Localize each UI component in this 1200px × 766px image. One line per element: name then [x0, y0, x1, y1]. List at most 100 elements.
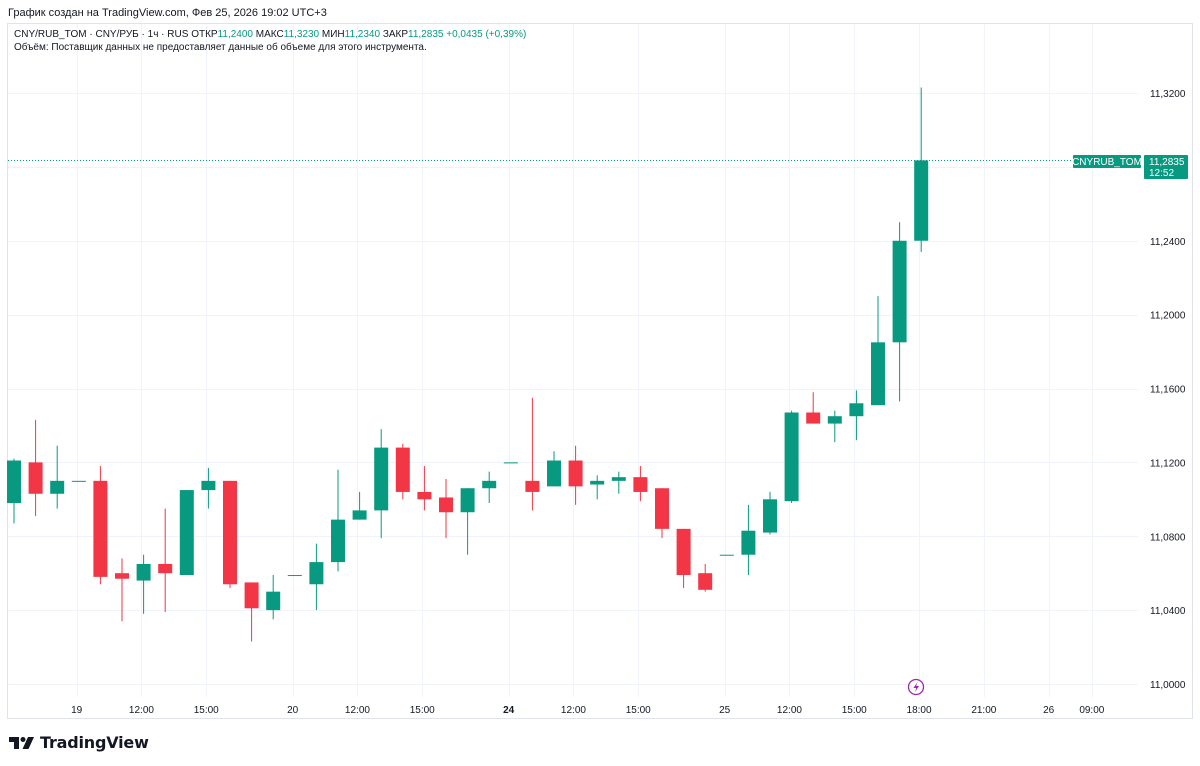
candle-body	[698, 573, 713, 590]
candle-body	[568, 460, 583, 487]
candle-body	[914, 160, 929, 241]
chart-caption: График создан на TradingView.com, Фев 25…	[8, 7, 327, 19]
candle	[374, 429, 389, 539]
x-tick-label: 15:00	[842, 705, 867, 716]
candle-body	[439, 497, 453, 513]
x-tick-label: 18:00	[907, 705, 932, 716]
candle	[439, 478, 453, 539]
candle	[287, 575, 302, 577]
candle	[417, 466, 432, 511]
candle-body	[158, 563, 173, 574]
candle-body	[71, 480, 86, 482]
candle	[892, 222, 907, 402]
candle-body	[28, 462, 43, 494]
x-tick-label: 12:00	[129, 705, 154, 716]
x-tick-label: 12:00	[561, 705, 586, 716]
tradingview-logo[interactable]: TradingView	[9, 733, 149, 752]
candle-body	[287, 575, 302, 577]
candle	[849, 390, 864, 441]
candle	[611, 471, 626, 494]
candle	[698, 563, 713, 592]
candle	[719, 554, 734, 556]
last-price-tag: CNYRUB_TOM 11,2835 12:52	[1072, 155, 1188, 179]
candle-body	[223, 480, 237, 585]
symbol-name[interactable]: CNY/RUB_TOM · CNY/РУБ · 1ч · RUS	[14, 29, 189, 40]
x-tick-label: 25	[719, 705, 731, 716]
candle	[525, 397, 540, 511]
x-tick-label: 19	[71, 705, 83, 716]
x-tick-label: 24	[503, 705, 515, 716]
lightning-icon[interactable]	[907, 678, 925, 696]
candle-body	[50, 480, 65, 494]
y-tick-label: 11,0000	[1150, 680, 1186, 691]
candle	[115, 558, 129, 622]
candle-body	[482, 480, 497, 489]
candle-body	[331, 519, 345, 563]
candle	[482, 471, 497, 504]
time-axis[interactable]: 19 12:00 15:00 20 12:00 15:00 24 12:00 15:00 25 12…	[71, 705, 1105, 716]
candle-body	[179, 490, 194, 576]
x-tick-label: 15:00	[194, 705, 219, 716]
close-label: ЗАКР	[382, 29, 409, 40]
candle-body	[590, 480, 605, 485]
candle-body	[633, 477, 648, 492]
close-value: 11,2835	[408, 29, 444, 40]
candle	[914, 87, 929, 252]
x-tick-label: 21:00	[971, 705, 996, 716]
ticker-tag-label: CNYRUB_TOM	[1072, 157, 1142, 168]
candle	[266, 575, 281, 620]
open-value: 11,2400	[217, 29, 253, 40]
x-tick-label: 15:00	[626, 705, 651, 716]
candle-body	[892, 240, 907, 343]
candle	[460, 488, 475, 555]
candle	[590, 475, 605, 500]
candle-body	[7, 460, 21, 504]
candle-body	[417, 491, 432, 500]
ticker-tag-bg	[1073, 155, 1141, 168]
x-tick-label: 12:00	[777, 705, 802, 716]
candle-body	[741, 530, 756, 555]
candle-body	[763, 499, 777, 533]
y-tick-label: 11,1600	[1150, 385, 1186, 396]
symbol-legend: CNY/RUB_TOM · CNY/РУБ · 1ч · RUS ОТКР11,…	[14, 28, 526, 42]
candle	[71, 480, 86, 482]
price-tag-value: 11,2835	[1149, 157, 1185, 168]
change-value: +0,0435 (+0,39%)	[446, 29, 527, 40]
candles-group	[7, 87, 929, 642]
y-tick-label: 11,0400	[1150, 606, 1186, 617]
candle-body	[395, 447, 410, 492]
candle	[7, 458, 21, 524]
candle-body	[719, 554, 734, 556]
candle	[503, 462, 518, 464]
candle-body	[460, 488, 475, 513]
candle-body	[136, 563, 151, 581]
candle	[331, 469, 345, 572]
volume-note: Объём: Поставщик данных не предоставляет…	[14, 42, 427, 53]
candle-body	[525, 480, 540, 492]
y-tick-label: 11,3200	[1150, 89, 1186, 100]
candle	[136, 554, 151, 614]
candle-body	[871, 342, 885, 406]
low-label: МИН	[321, 29, 345, 40]
x-tick-label: 09:00	[1079, 705, 1104, 716]
y-tick-label: 11,2400	[1150, 237, 1186, 248]
candle-body	[374, 447, 389, 511]
chart-panel[interactable]	[7, 23, 1193, 719]
candle	[806, 392, 821, 424]
candle	[547, 451, 561, 487]
candle	[568, 445, 583, 505]
candle	[223, 480, 237, 588]
candle	[633, 466, 648, 502]
candle	[201, 467, 216, 509]
candle-body	[115, 573, 129, 579]
high-label: МАКС	[255, 29, 284, 40]
candle-body	[244, 582, 259, 609]
candle-body	[309, 562, 324, 585]
candle-body	[352, 510, 367, 520]
high-value: 11,3230	[283, 29, 320, 40]
candle-body	[849, 403, 864, 417]
price-axis[interactable]: 11,320011,280011,240011,200011,160011,12…	[1150, 89, 1186, 691]
x-tick-label: 26	[1043, 705, 1055, 716]
candle	[50, 445, 65, 509]
